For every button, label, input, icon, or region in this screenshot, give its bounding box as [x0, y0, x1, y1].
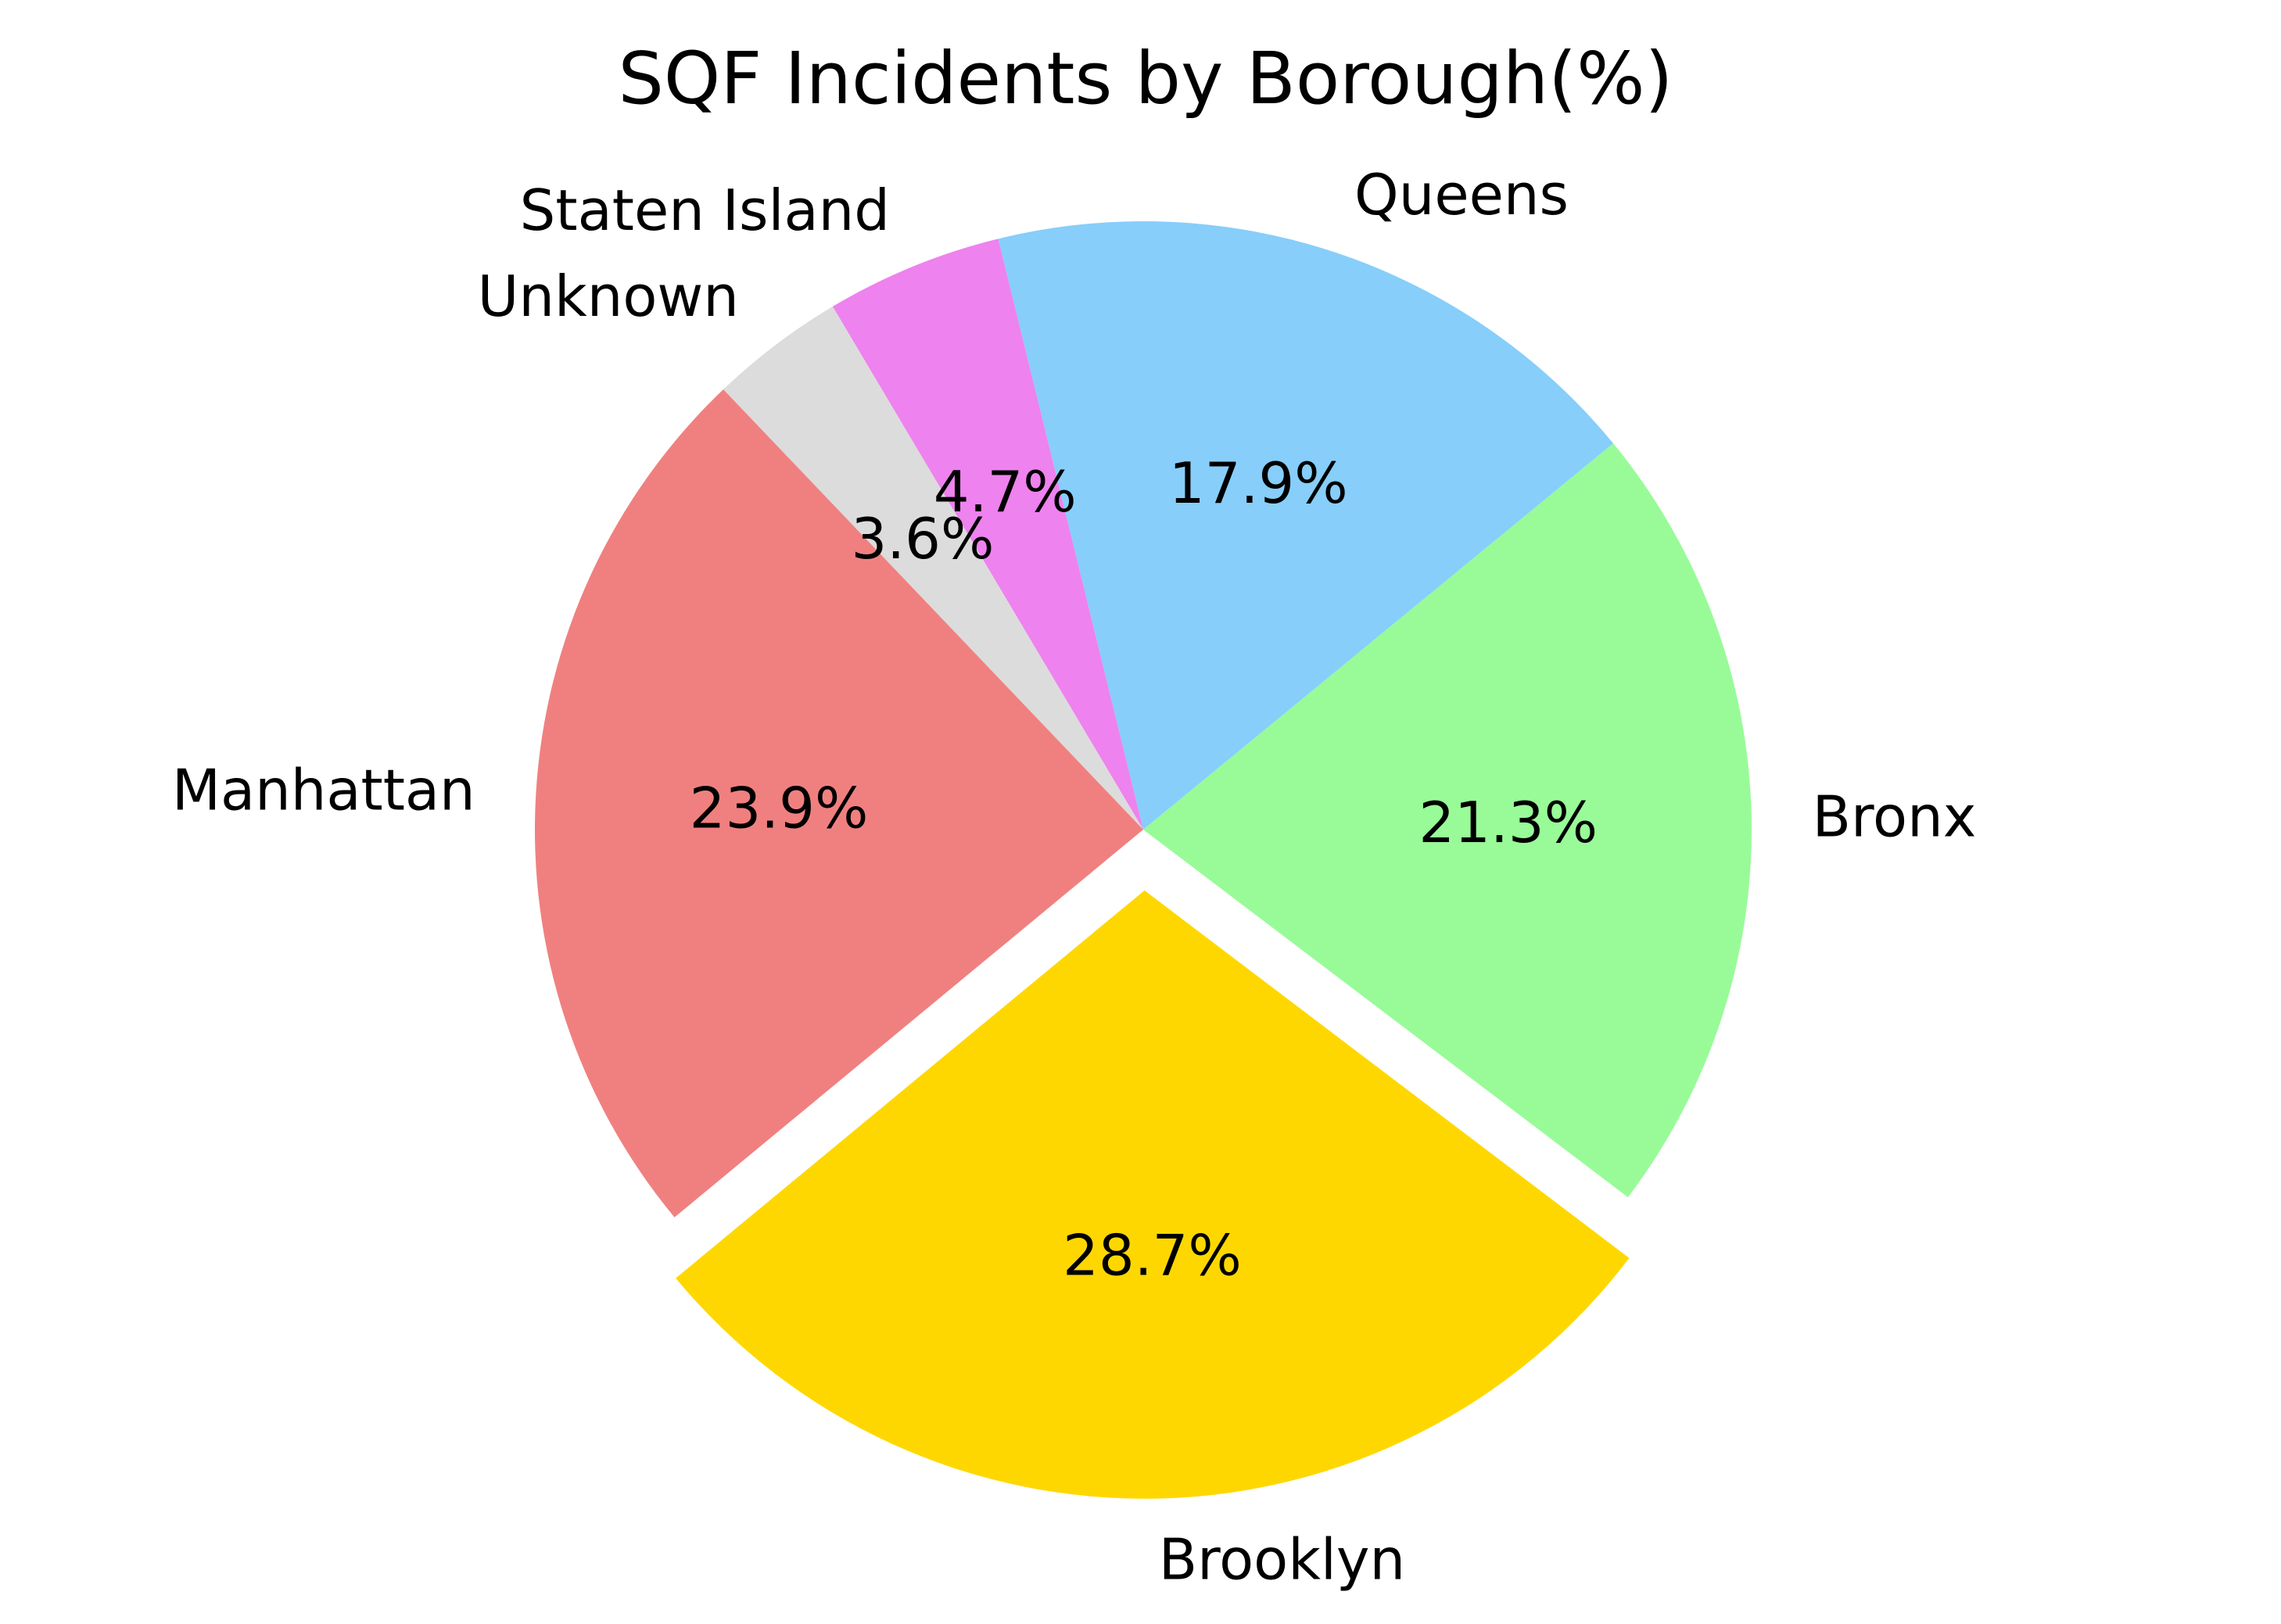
slice-percent-label: 3.6% [851, 506, 994, 572]
pie-slice-manhattan [535, 389, 1143, 1217]
pie-labels: 28.7% Brooklyn 21.3% Bronx 17.9% Queens 4.7% St… [172, 162, 1977, 1592]
pie-slice-brooklyn [676, 890, 1630, 1499]
slice-category-label: Queens [1354, 162, 1569, 228]
slice-category-label: Staten Island [520, 177, 890, 243]
slice-percent-label: 23.9% [690, 776, 869, 841]
slice-category-label: Brooklyn [1159, 1526, 1405, 1592]
slice-category-label: Manhattan [172, 758, 475, 823]
slice-percent-label: 28.7% [1063, 1222, 1242, 1288]
chart-title: SQF Incidents by Borough(%) [619, 37, 1673, 120]
pie-slices [535, 221, 1752, 1499]
slice-category-label: Unknown [478, 263, 739, 329]
slice-category-label: Bronx [1813, 783, 1977, 849]
pie-slice-staten-island [832, 238, 1143, 830]
pie-slice-queens [998, 221, 1614, 830]
slice-percent-label: 21.3% [1418, 790, 1598, 855]
pie-slice-unknown [723, 307, 1143, 830]
pie-slice-bronx [1143, 443, 1752, 1198]
slice-percent-label: 17.9% [1169, 450, 1348, 516]
slice-percent-label: 4.7% [934, 459, 1077, 525]
